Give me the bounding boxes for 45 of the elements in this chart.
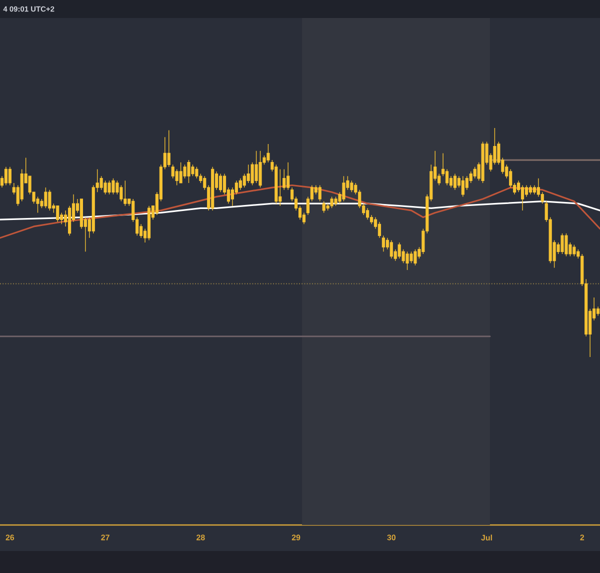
candlestick: [414, 249, 417, 266]
candlestick: [461, 176, 464, 198]
candlestick: [104, 180, 107, 195]
candlestick: [266, 144, 270, 163]
candlestick: [560, 232, 564, 254]
candlestick: [44, 187, 48, 208]
candlestick: [366, 208, 370, 220]
candlestick: [36, 196, 40, 214]
candlestick: [473, 166, 476, 179]
candlestick: [218, 173, 222, 192]
candlestick: [330, 196, 334, 208]
candlestick: [378, 222, 382, 238]
candlestick: [246, 164, 250, 184]
candlestick: [120, 184, 123, 202]
candlestick: [179, 162, 182, 184]
candlestick: [147, 206, 151, 241]
candlestick: [4, 166, 8, 186]
candlestick: [274, 164, 278, 204]
candlestick: [390, 240, 393, 259]
candlestick: [334, 196, 338, 206]
candlestick: [481, 141, 484, 184]
candlestick: [238, 178, 242, 190]
candlestick: [398, 242, 401, 259]
candlestick: [520, 184, 524, 211]
candlestick: [254, 150, 258, 184]
candlestick: [211, 166, 214, 211]
candlestick: [108, 180, 111, 195]
candlestick: [564, 232, 568, 257]
candlestick: [56, 206, 60, 222]
candlestick: [112, 178, 115, 195]
candlestick: [322, 200, 326, 214]
candlestick: [286, 162, 290, 190]
candlestick: [342, 176, 346, 202]
candlestick: [528, 184, 532, 195]
candlestick: [48, 189, 52, 211]
candlestick: [382, 235, 385, 252]
candlestick: [406, 251, 409, 270]
candlestick: [187, 160, 190, 184]
candlestick: [318, 184, 322, 202]
candlestick: [572, 244, 576, 257]
candlestick: [195, 166, 198, 179]
candlestick: [8, 166, 12, 186]
candlestick: [453, 173, 457, 190]
candlestick: [350, 180, 354, 192]
candlestick: [258, 150, 262, 188]
